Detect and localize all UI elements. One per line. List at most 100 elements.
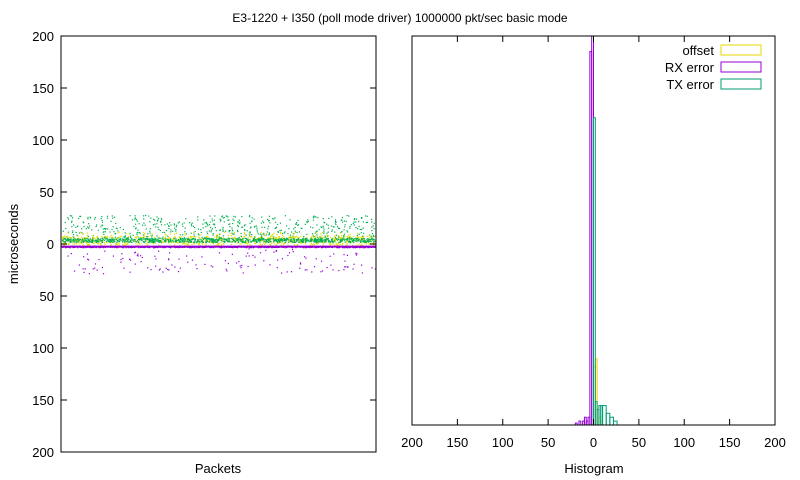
tx-error-point xyxy=(355,240,357,242)
offset-point xyxy=(273,243,275,245)
tx-error-point xyxy=(116,228,118,230)
tx-error-point xyxy=(79,238,82,241)
tx-error-point xyxy=(167,239,170,241)
tx-error-point xyxy=(294,226,296,228)
tx-error-point xyxy=(72,239,74,241)
offset-point xyxy=(278,236,280,238)
tx-error-point xyxy=(368,240,370,243)
tx-error-point xyxy=(325,240,327,243)
offset-point xyxy=(272,237,274,239)
offset-point xyxy=(198,237,200,239)
offset-point xyxy=(294,236,296,239)
offset-point xyxy=(250,244,252,246)
tx-error-point xyxy=(208,224,211,226)
tx-error-point xyxy=(91,241,94,243)
offset-point xyxy=(153,237,155,239)
tx-error-point xyxy=(373,222,375,224)
tx-error-point xyxy=(194,230,196,233)
rx-error-point xyxy=(259,252,262,254)
tx-error-point xyxy=(289,234,292,236)
offset-point xyxy=(172,239,174,241)
tx-error-point xyxy=(278,240,280,243)
tx-error-point xyxy=(215,238,218,240)
offset-point xyxy=(120,235,122,238)
offset-point xyxy=(243,235,245,238)
offset-point xyxy=(338,241,340,243)
tx-error-point xyxy=(369,239,371,241)
tx-error-point xyxy=(301,240,303,242)
offset-point xyxy=(260,231,262,233)
offset-point xyxy=(79,237,81,240)
offset-point xyxy=(112,236,114,238)
tx-error-point xyxy=(213,241,216,243)
tx-error-point xyxy=(165,229,168,232)
tx-error-point xyxy=(136,234,138,236)
offset-point xyxy=(115,243,117,245)
offset-point xyxy=(233,236,235,239)
tx-error-point xyxy=(353,239,355,242)
tx-error-point xyxy=(356,237,358,240)
tx-error-point xyxy=(372,238,375,240)
offset-point xyxy=(240,243,242,245)
tx-error-point xyxy=(164,241,167,243)
tx-error-point xyxy=(207,225,209,227)
rx-error-point xyxy=(320,260,323,262)
offset-point xyxy=(68,242,70,245)
offset-point xyxy=(338,242,340,245)
tx-error-point xyxy=(174,240,177,242)
tx-error-point xyxy=(313,240,315,242)
tx-error-point xyxy=(335,221,337,223)
tx-error-point xyxy=(215,230,217,232)
tx-error-point xyxy=(244,241,246,243)
offset-point xyxy=(334,244,336,246)
offset-point xyxy=(179,244,181,246)
tx-error-point xyxy=(62,239,64,241)
offset-point xyxy=(172,238,174,240)
offset-point xyxy=(288,236,290,238)
tx-error-point xyxy=(201,236,203,238)
tx-error-point xyxy=(153,218,155,220)
tx-error-point xyxy=(161,218,163,220)
tx-error-point xyxy=(256,231,259,233)
offset-point xyxy=(334,239,337,241)
tx-error-point xyxy=(304,238,306,240)
offset-point xyxy=(335,242,337,244)
offset-point xyxy=(114,243,117,245)
tx-error-point xyxy=(373,238,375,241)
rx-error-point xyxy=(67,255,69,257)
tx-error-point xyxy=(200,241,202,243)
tx-error-point xyxy=(358,225,360,228)
offset-point xyxy=(91,236,93,238)
tx-error-point xyxy=(105,240,108,243)
tx-error-point xyxy=(334,219,337,221)
tx-error-point xyxy=(193,237,195,240)
offset-point xyxy=(355,237,357,239)
tx-error-point xyxy=(249,231,251,233)
offset-point xyxy=(320,233,322,235)
tx-error-point xyxy=(154,240,156,242)
tx-error-point xyxy=(274,217,276,219)
offset-point xyxy=(297,236,299,239)
tx-error-point xyxy=(170,239,172,241)
tx-error-point xyxy=(310,237,312,240)
tx-error-point xyxy=(90,241,92,243)
rx-error-point xyxy=(247,265,249,268)
offset-point xyxy=(329,236,332,238)
tx-error-point xyxy=(193,241,195,244)
offset-point xyxy=(240,235,242,238)
offset-point xyxy=(234,236,236,239)
legend-swatch xyxy=(720,44,762,56)
offset-point xyxy=(263,242,265,244)
tx-error-point xyxy=(324,238,327,241)
offset-point xyxy=(311,236,313,238)
tx-error-point xyxy=(227,219,229,221)
offset-point xyxy=(139,237,142,239)
tx-error-point xyxy=(107,228,109,230)
tx-error-point xyxy=(208,241,210,243)
tx-error-point xyxy=(260,235,262,237)
tx-error-point xyxy=(131,237,133,240)
offset-point xyxy=(273,238,275,240)
offset-point xyxy=(199,244,201,247)
offset-point xyxy=(180,236,183,238)
tx-error-point xyxy=(88,239,90,241)
